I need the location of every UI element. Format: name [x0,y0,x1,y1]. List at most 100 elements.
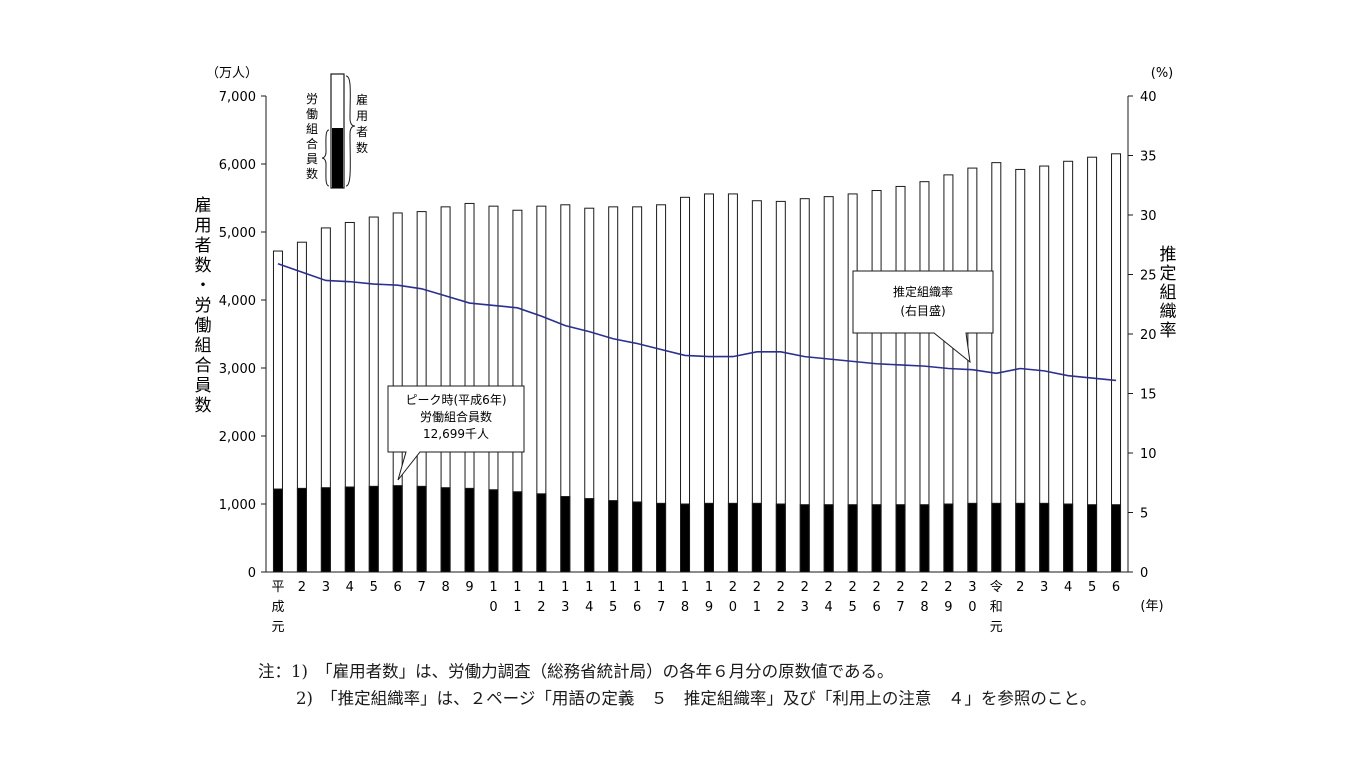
union-bar [272,488,283,573]
left-tick-label: 0 [248,566,256,581]
rate-callout-text: (右目盛) [900,303,945,318]
right-tick-label: 0 [1140,566,1148,581]
union-bar [847,504,858,573]
organization-rate-line [277,263,1117,382]
legend-employees-label: 雇用者数 [356,92,368,155]
union-bar [823,504,834,573]
peak-callout-text: 12,699千人 [423,427,489,441]
left-unit-label: （万人） [206,66,258,81]
right-tick-label: 10 [1140,447,1157,462]
union-bar [703,502,714,573]
legend-employees-brace [345,75,356,187]
union-bar [296,487,307,573]
note-1: 注：1) 「雇用者数」は、労働力調査（総務省統計局）の各年６月分の原数値である。 [258,662,894,681]
union-bar [440,487,451,573]
x-tick-label: 2 [298,580,306,595]
union-bar [919,504,930,573]
left-tick-label: 4,000 [219,294,256,309]
union-bar [775,503,786,573]
right-axis-title: 推定組織率 [1160,245,1177,341]
x-tick-label: 8 [441,580,449,595]
x-tick-label: 6 [1112,580,1120,595]
left-tick-label: 6,000 [219,158,256,173]
x-unit-label: (年) [1140,599,1163,614]
x-tick-label: 9 [465,580,473,595]
right-tick-label: 35 [1140,150,1157,165]
union-bar [871,504,882,573]
right-tick-label: 25 [1140,269,1157,284]
peak-callout-text: 労働組合員数 [420,409,492,424]
union-bar [632,501,643,573]
x-tick-label: 5 [370,580,378,595]
union-bar [943,503,954,573]
union-bar [608,500,619,573]
x-tick-label: 7 [417,580,425,595]
union-bar [1111,504,1122,573]
right-tick-label: 30 [1140,209,1157,224]
left-tick-label: 7,000 [219,90,256,105]
union-bar [416,485,427,573]
right-tick-label: 40 [1140,90,1157,105]
union-bar [680,503,691,573]
union-bar [512,491,523,573]
peak-callout-box [387,385,525,481]
union-bar [1015,502,1026,573]
union-bar [751,502,762,573]
legend-union-label: 労働組合員数 [306,92,318,181]
right-tick-label: 15 [1140,388,1157,403]
union-bar [584,498,595,573]
x-tick-label: 4 [1064,580,1072,595]
left-tick-label: 1,000 [219,498,256,513]
legend-union-brace [321,129,330,187]
x-tick-label: 平成元 [271,580,284,635]
right-tick-label: 5 [1140,507,1148,522]
union-bar [991,502,1002,573]
union-bar [344,486,355,573]
union-bar [727,502,738,573]
union-bar [1039,502,1050,573]
left-tick-label: 5,000 [219,226,256,241]
right-unit-label: (%) [1151,66,1174,81]
left-tick-label: 2,000 [219,430,256,445]
x-tick-label: 4 [346,580,354,595]
union-bar [368,485,379,573]
peak-callout-text: ピーク時(平成6年) [406,393,507,407]
union-bar [1063,503,1074,573]
x-tick-label: 3 [1040,580,1048,595]
x-tick-label: 5 [1088,580,1096,595]
rate-callout-box [852,270,994,364]
right-tick-label: 20 [1140,328,1157,343]
union-bar [799,504,810,573]
x-tick-label: 3 [322,580,330,595]
note-2: 2) 「推定組織率」は、２ページ「用語の定義 ５ 推定組織率」及び「利用上の注意… [296,689,1097,708]
x-tick-label: 6 [394,580,402,595]
union-bar [895,504,906,573]
union-bar [488,489,499,573]
legend-union-swatch [332,128,343,188]
union-bar [320,487,331,573]
union-bar [1087,504,1098,573]
union-bar [656,502,667,573]
rate-callout-text: 推定組織率 [893,284,953,299]
